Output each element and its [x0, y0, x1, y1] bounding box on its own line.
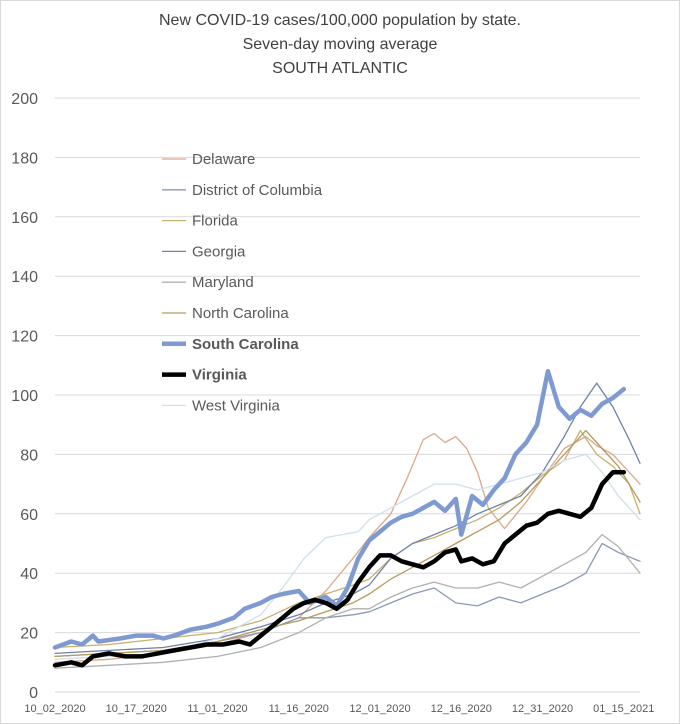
series-line-south-carolina — [52, 368, 627, 650]
x-tick-label: 12_16_2020 — [431, 703, 492, 715]
y-tick-label: 60 — [20, 507, 38, 524]
y-tick-label: 180 — [11, 150, 38, 167]
y-tick-label: 200 — [11, 91, 38, 108]
series-line-district-of-columbia — [54, 542, 641, 658]
y-tick-label: 100 — [11, 388, 38, 405]
y-tick-label: 40 — [20, 566, 38, 583]
series-line-north-carolina — [54, 429, 641, 658]
y-tick-label: 80 — [20, 447, 38, 464]
legend-label: Florida — [192, 213, 239, 230]
series-line-florida — [54, 429, 641, 649]
series-line-maryland — [54, 533, 641, 669]
x-tick-label: 12_01_2020 — [349, 703, 410, 715]
series-line-georgia — [54, 382, 641, 655]
x-tick-label: 10_02_2020 — [24, 703, 85, 715]
legend-label: Virginia — [192, 367, 247, 384]
x-tick-label: 10_17_2020 — [106, 703, 167, 715]
legend-label: Maryland — [192, 274, 254, 291]
x-tick-label: 11_01_2020 — [187, 703, 247, 715]
chart-region-label: SOUTH ATLANTIC — [272, 60, 408, 77]
x-tick-label: 11_16_2020 — [269, 703, 329, 715]
legend-label: Georgia — [192, 243, 246, 260]
legend-label: District of Columbia — [192, 182, 323, 199]
series-line-west-virginia — [54, 453, 641, 660]
legend-label: North Carolina — [192, 305, 289, 322]
y-tick-label: 0 — [29, 685, 38, 702]
x-tick-label: 12_31_2020 — [512, 703, 573, 715]
series-line-virginia — [52, 469, 627, 668]
y-tick-label: 20 — [20, 626, 38, 643]
y-tick-label: 160 — [11, 210, 38, 227]
y-tick-label: 120 — [11, 329, 38, 346]
chart-title: New COVID-19 cases/100,000 population by… — [159, 12, 521, 29]
chart-subtitle: Seven-day moving average — [242, 36, 438, 53]
legend-label: South Carolina — [192, 336, 299, 353]
y-tick-label: 140 — [11, 269, 38, 286]
legend-label: West Virginia — [192, 397, 280, 414]
legend-label: Delaware — [192, 151, 255, 168]
x-tick-label: 01_15_2021 — [593, 703, 654, 715]
